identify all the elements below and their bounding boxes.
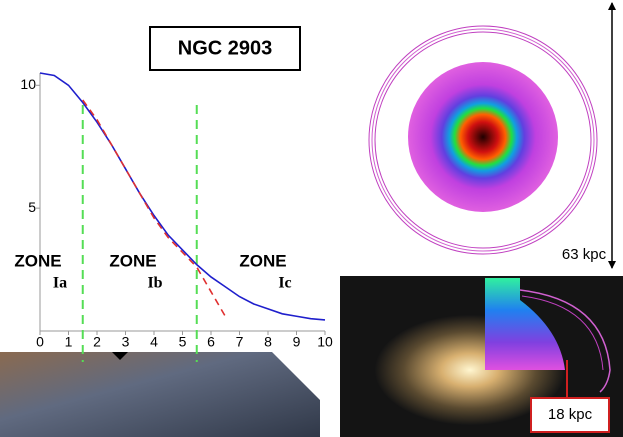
series-line bbox=[39, 72, 326, 321]
zone-label: ZONE bbox=[109, 251, 156, 270]
zone-label: ZONE bbox=[239, 251, 286, 270]
scale-box bbox=[530, 397, 610, 433]
x-tick-label: 5 bbox=[179, 334, 187, 350]
marker bbox=[112, 352, 128, 360]
scale-label: 63 kpc bbox=[562, 246, 607, 263]
x-tick-label: 7 bbox=[236, 334, 244, 350]
x-tick-label: 8 bbox=[264, 334, 272, 350]
y-tick-label: 5 bbox=[28, 199, 36, 215]
x-tick-label: 9 bbox=[293, 334, 301, 350]
x-tick-label: 1 bbox=[65, 334, 73, 350]
arrow-head bbox=[608, 261, 616, 269]
galaxy-photo bbox=[0, 352, 320, 437]
zone-sublabel: Ic bbox=[278, 275, 291, 292]
y-tick-label: 10 bbox=[20, 76, 36, 92]
title-box bbox=[149, 26, 301, 71]
series-line bbox=[82, 99, 226, 317]
x-tick-label: 6 bbox=[207, 334, 215, 350]
scale-label: 18 kpc bbox=[548, 406, 593, 423]
zone-sublabel: Ia bbox=[53, 275, 67, 292]
chart-title: NGC 2903 bbox=[178, 37, 273, 59]
x-tick-label: 4 bbox=[150, 334, 158, 350]
zone-sublabel: Ib bbox=[147, 275, 162, 292]
x-tick-label: 10 bbox=[317, 334, 333, 350]
x-tick-label: 2 bbox=[93, 334, 101, 350]
plot: 5 10 0 1 2 3 4 5 6 7 8 9 10 ZONE Ia ZONE Ib ZONE Ic bbox=[14, 72, 333, 362]
ring-image bbox=[368, 25, 598, 255]
zone-label: ZONE bbox=[14, 251, 61, 270]
x-tick-label: 0 bbox=[36, 334, 44, 350]
arrow-head bbox=[608, 2, 616, 10]
x-tick-label: 3 bbox=[122, 334, 130, 350]
